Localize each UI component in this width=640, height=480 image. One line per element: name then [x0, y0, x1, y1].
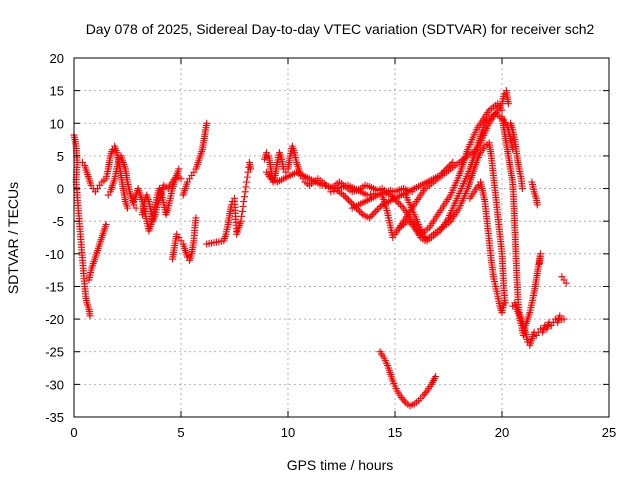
data-point [396, 201, 404, 209]
data-point [369, 211, 377, 219]
series-s8 [179, 119, 211, 199]
x-tick-label: 5 [177, 425, 184, 440]
data-point [395, 199, 403, 207]
data-point [239, 202, 247, 210]
series-s20 [509, 250, 545, 339]
data-point [102, 220, 110, 228]
x-tick-label: 0 [70, 425, 77, 440]
series-s16 [395, 139, 509, 307]
data-point [238, 212, 246, 220]
data-point [132, 204, 140, 212]
data-point [203, 119, 211, 127]
x-tick-label: 15 [388, 425, 402, 440]
grid [74, 58, 609, 417]
y-axis-title: SDTVAR / TECUs [5, 182, 21, 294]
data-point [242, 183, 250, 191]
y-tick-label: -10 [45, 247, 64, 262]
series-s6 [138, 171, 185, 225]
x-tick-label: 25 [602, 425, 616, 440]
y-tick-label: 10 [50, 116, 64, 131]
data-point [327, 188, 335, 196]
axis-ticks: 0 5 10 15 20 25 -35 -30 -25 -20 -15 -10 -5 0 5 10 15 20 [45, 51, 616, 440]
data-marks [70, 87, 570, 410]
data-point [390, 194, 398, 202]
data-point [330, 187, 338, 195]
y-tick-label: -15 [45, 279, 64, 294]
series-s21 [528, 178, 541, 209]
data-point [177, 175, 185, 183]
y-tick-label: 5 [57, 149, 64, 164]
series-s4 [104, 152, 140, 212]
data-point [243, 173, 251, 181]
y-tick-label: 15 [50, 84, 64, 99]
data-point [237, 217, 245, 225]
data-point [500, 299, 508, 307]
data-point [560, 315, 568, 323]
y-tick-label: -30 [45, 377, 64, 392]
chart-title: Day 078 of 2025, Sidereal Day-to-day VTE… [86, 21, 595, 37]
series-s7 [168, 214, 200, 264]
data-point [367, 212, 375, 220]
data-point [562, 279, 570, 287]
data-point [341, 193, 349, 201]
y-tick-label: 20 [50, 51, 64, 66]
data-point [346, 198, 354, 206]
plot-frame [73, 57, 610, 418]
data-point [321, 182, 329, 190]
series-s11 [263, 168, 378, 199]
data-point [375, 204, 383, 212]
data-point [373, 206, 381, 214]
y-tick-label: -35 [45, 410, 64, 425]
data-point [400, 397, 408, 405]
data-point [392, 196, 400, 204]
data-point [240, 198, 248, 206]
data-point [357, 209, 365, 217]
y-tick-label: 0 [57, 182, 64, 197]
data-point [518, 185, 526, 193]
data-point [372, 207, 380, 215]
series-s15 [402, 109, 517, 245]
series-s3 [79, 142, 131, 212]
series-s19 [507, 119, 526, 193]
data-point [356, 207, 364, 215]
data-point [388, 193, 396, 201]
series-s18 [498, 113, 568, 349]
series-s23 [376, 348, 440, 410]
data-point [370, 209, 378, 217]
data-point [175, 165, 183, 173]
data-point [340, 191, 348, 199]
data-point [533, 201, 541, 209]
x-tick-label: 10 [281, 425, 295, 440]
x-axis-title: GPS time / hours [287, 457, 394, 473]
data-point [192, 214, 200, 222]
data-point [535, 260, 543, 268]
data-point [387, 191, 395, 199]
data-point [344, 196, 352, 204]
data-point [240, 193, 248, 201]
data-point [238, 207, 246, 215]
y-tick-label: -25 [45, 345, 64, 360]
series-s17 [466, 178, 508, 317]
data-point [432, 373, 440, 381]
y-tick-label: -20 [45, 312, 64, 327]
data-point [422, 389, 430, 397]
data-point [124, 204, 131, 212]
data-point [398, 202, 406, 210]
data-point [343, 194, 351, 202]
data-point [86, 312, 94, 320]
data-point [241, 188, 249, 196]
data-point [365, 214, 373, 222]
data-point [247, 165, 255, 173]
data-point [318, 181, 326, 189]
data-point [243, 178, 251, 186]
x-tick-label: 20 [495, 425, 509, 440]
series-s2 [85, 220, 110, 284]
data-point [498, 106, 506, 114]
series-s9 [203, 158, 255, 248]
y-tick-label: -5 [52, 214, 64, 229]
series-s22 [558, 273, 570, 287]
data-point [504, 100, 512, 108]
data-point [393, 198, 401, 206]
